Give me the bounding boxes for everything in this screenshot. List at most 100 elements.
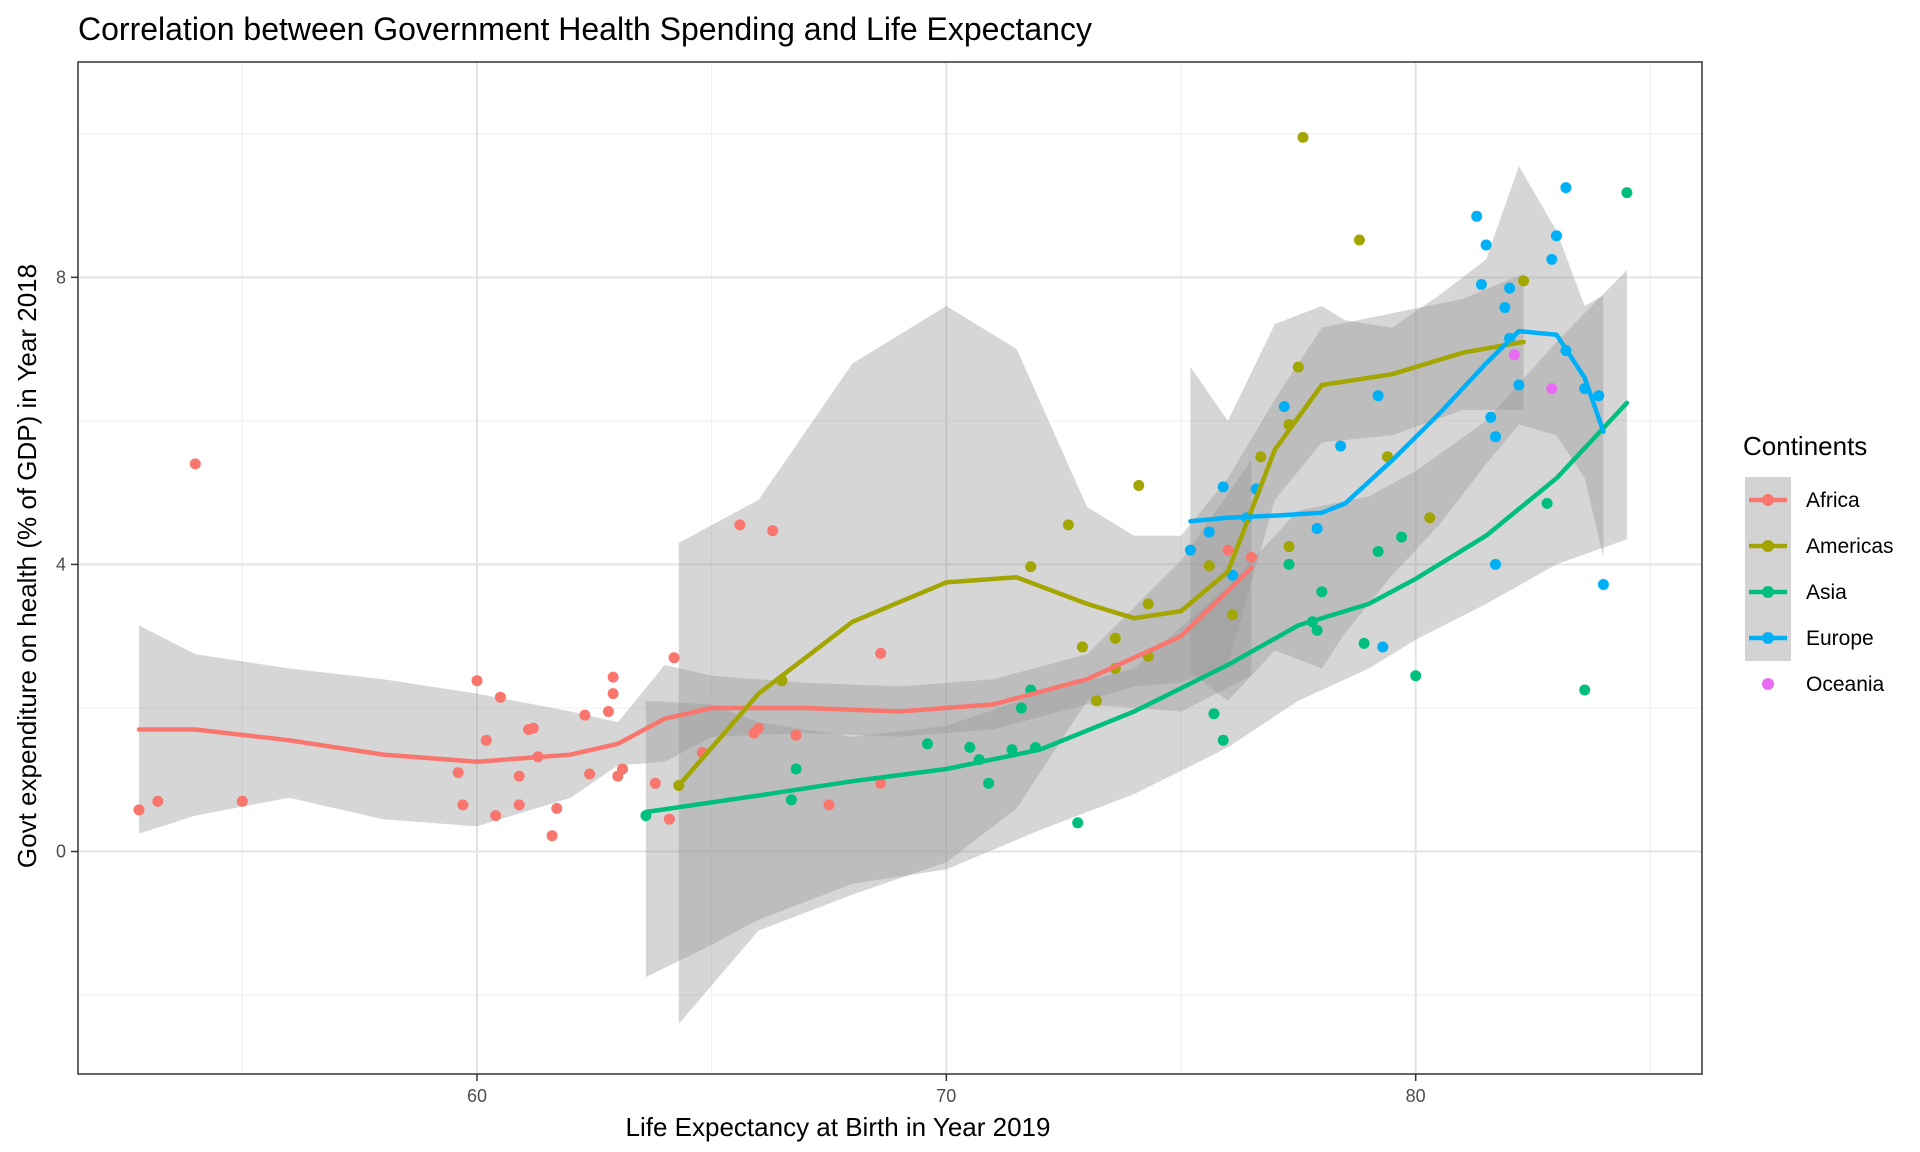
data-point-europe — [1490, 558, 1501, 570]
data-point-africa — [494, 691, 506, 703]
data-point-americas — [1091, 695, 1102, 707]
legend-key-point — [1762, 586, 1774, 598]
data-point-europe — [1480, 239, 1492, 251]
data-point-africa — [607, 688, 619, 700]
data-point-asia — [1072, 817, 1084, 829]
data-point-europe — [1335, 440, 1347, 452]
legend-key-point — [1762, 494, 1774, 506]
confidence-band-asia — [645, 270, 1627, 978]
legend-title: Continents — [1743, 431, 1867, 461]
y-axis: 0 4 8 — [56, 267, 78, 862]
data-point-europe — [1597, 579, 1609, 590]
data-point-europe — [1499, 302, 1511, 313]
x-tick-label: 80 — [1406, 1086, 1426, 1106]
data-point-europe — [1475, 279, 1487, 290]
data-point-africa — [663, 813, 675, 825]
legend-item-europe: Europe — [1745, 615, 1874, 661]
data-point-americas — [1424, 512, 1436, 524]
data-point-europe — [1593, 390, 1605, 402]
confidence-band-africa — [139, 460, 1252, 834]
data-point-americas — [1227, 609, 1239, 621]
data-point-asia — [1358, 637, 1370, 649]
data-point-africa — [823, 799, 835, 811]
chart-title: Correlation between Government Health Sp… — [78, 11, 1092, 47]
data-point-asia — [1621, 187, 1633, 199]
data-point-europe — [1311, 523, 1323, 534]
data-point-europe — [1377, 641, 1389, 653]
legend-label: Africa — [1806, 489, 1860, 512]
data-point-africa — [490, 810, 502, 822]
data-point-europe — [1513, 379, 1525, 391]
data-point-africa — [1245, 551, 1257, 563]
trend-line-asia — [643, 400, 1630, 815]
data-point-europe — [1217, 481, 1229, 493]
data-point-africa — [649, 777, 661, 789]
data-point-europe — [1485, 411, 1497, 423]
data-point-europe — [1504, 282, 1516, 294]
legend-item-oceania: Oceania — [1745, 661, 1885, 707]
legend-label: Oceania — [1806, 673, 1885, 696]
data-point-asia — [785, 794, 797, 806]
data-point-africa — [617, 763, 628, 775]
data-point-africa — [584, 768, 596, 780]
legend-item-africa: Africa — [1745, 477, 1860, 523]
data-point-asia — [1396, 531, 1408, 543]
confidence-band-americas — [678, 273, 1524, 1024]
data-point-africa — [790, 729, 802, 741]
data-point-americas — [1297, 131, 1309, 143]
y-tick-label: 8 — [56, 267, 66, 287]
data-point-africa — [527, 722, 539, 734]
data-point-asia — [1579, 684, 1591, 696]
data-point-europe — [1560, 182, 1572, 194]
legend: Continents Africa Americas Asia Europe Ocean… — [1743, 431, 1894, 707]
legend-label: Asia — [1806, 581, 1847, 604]
data-point-asia — [1015, 702, 1027, 714]
data-point-africa — [579, 709, 591, 721]
data-point-asia — [1410, 670, 1422, 682]
data-point-americas — [1076, 641, 1088, 653]
y-tick-label: 0 — [56, 842, 66, 862]
data-point-americas — [1142, 598, 1154, 610]
legend-label: Europe — [1806, 627, 1874, 650]
data-point-asia — [1006, 744, 1018, 756]
data-point-africa — [602, 706, 614, 717]
data-point-oceania — [1508, 349, 1520, 361]
data-point-europe — [1184, 544, 1196, 556]
data-point-europe — [1278, 401, 1290, 412]
data-point-africa — [734, 519, 746, 531]
panel-border — [77, 61, 1703, 1075]
x-tick-label: 70 — [936, 1086, 956, 1106]
data-point-africa — [551, 802, 563, 814]
data-point-americas — [1518, 275, 1530, 287]
data-point-europe — [1490, 431, 1501, 443]
data-point-asia — [790, 763, 802, 775]
legend-key-point — [1762, 632, 1774, 644]
data-point-africa — [875, 777, 887, 789]
data-point-asia — [1217, 734, 1229, 746]
data-point-africa — [767, 525, 779, 537]
data-point-americas — [1292, 361, 1304, 373]
legend-key-point — [1762, 540, 1774, 552]
data-point-africa — [513, 770, 525, 782]
legend-label: Americas — [1806, 535, 1894, 558]
data-point-europe — [1471, 210, 1483, 222]
trend-line-europe — [1188, 328, 1606, 524]
data-point-europe — [1546, 253, 1558, 265]
plot-border — [77, 61, 1703, 1075]
trend-lines — [136, 328, 1630, 815]
data-point-asia — [1372, 546, 1384, 557]
data-point-asia — [1208, 708, 1220, 720]
y-tick-label: 4 — [56, 554, 66, 574]
data-point-africa — [189, 458, 201, 470]
data-point-asia — [1283, 558, 1295, 570]
data-point-africa — [607, 671, 619, 683]
data-point-oceania — [1546, 383, 1558, 395]
data-point-americas — [1025, 561, 1037, 573]
data-point-americas — [1109, 632, 1121, 644]
data-point-europe — [1203, 526, 1215, 538]
legend-item-americas: Americas — [1745, 523, 1894, 569]
data-point-asia — [1541, 497, 1553, 509]
data-point-americas — [1062, 519, 1074, 531]
data-point-asia — [922, 738, 933, 750]
